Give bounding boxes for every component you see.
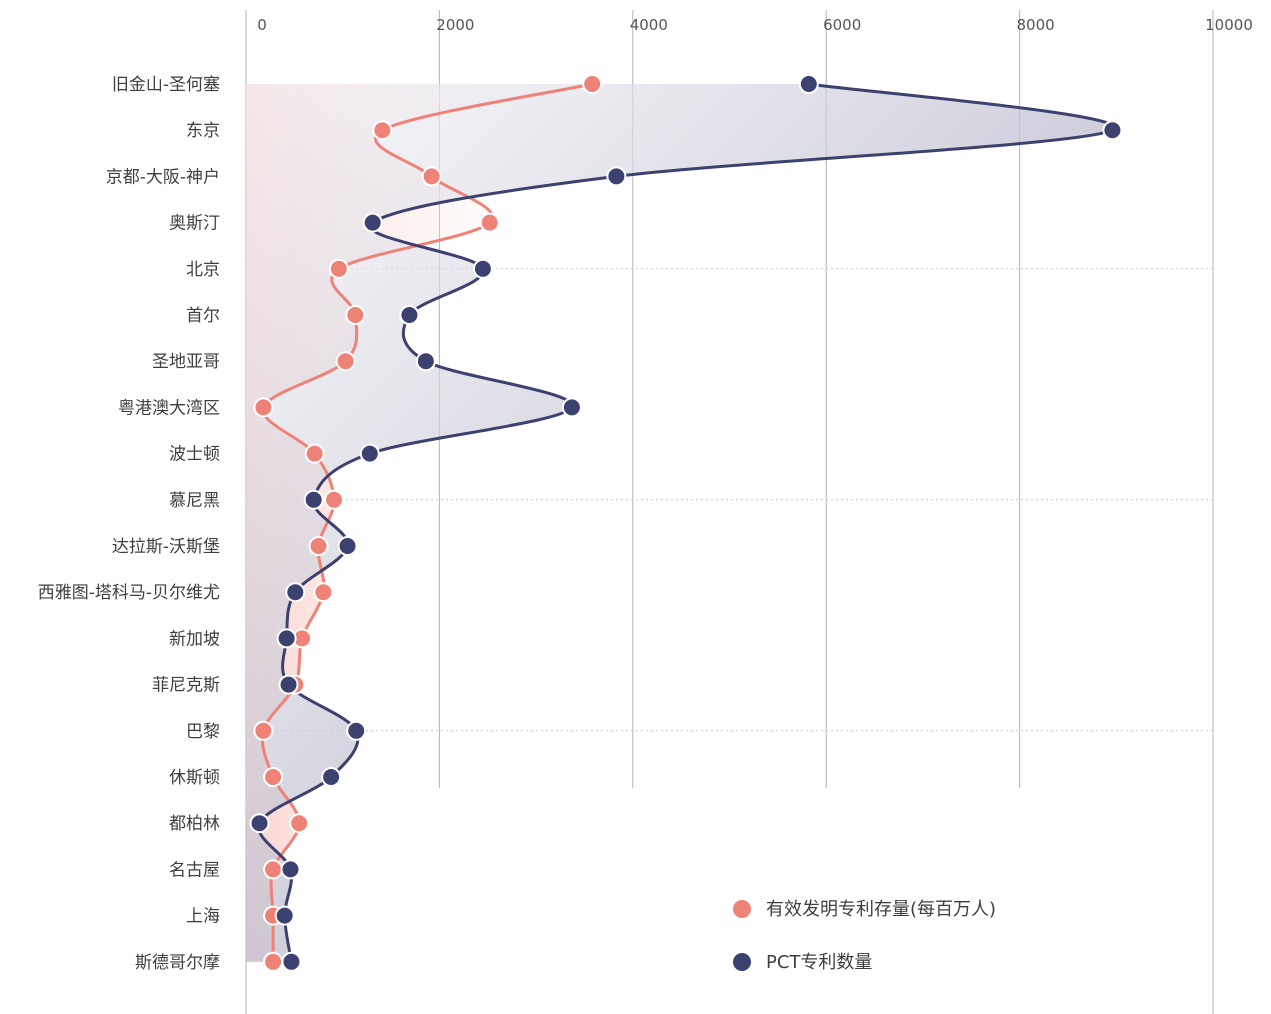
line-series-2 <box>257 82 1117 963</box>
point-series-2 <box>362 212 383 233</box>
legend-marker-2 <box>733 953 751 971</box>
point-series-2 <box>278 674 299 695</box>
point-series-2 <box>415 351 436 372</box>
point-series-2 <box>274 905 295 926</box>
legend-label-1: 有效发明专利存量(每百万人) <box>766 899 996 920</box>
category-label: 西雅图-塔科马-贝尔维尤 <box>38 583 220 603</box>
category-label: 休斯顿 <box>169 768 220 788</box>
category-label: 北京 <box>186 260 220 280</box>
point-series-1 <box>335 351 356 372</box>
point-series-1 <box>253 397 274 418</box>
legend-marker-1 <box>733 900 751 918</box>
category-label: 名古屋 <box>169 860 220 880</box>
category-label: 斯德哥尔摩 <box>135 953 220 973</box>
point-series-2 <box>249 813 270 834</box>
point-series-1 <box>263 951 284 972</box>
legend: 有效发明专利存量(每百万人) PCT专利数量 <box>733 899 996 973</box>
category-label: 京都-大阪-神户 <box>106 167 220 187</box>
point-series-2 <box>798 74 819 94</box>
x-tick-label: 10000 <box>1205 16 1253 34</box>
category-label: 达拉斯-沃斯堡 <box>112 537 220 557</box>
point-series-2 <box>346 720 367 741</box>
point-series-1 <box>421 166 442 187</box>
category-label: 上海 <box>186 907 220 927</box>
point-series-1 <box>263 859 284 880</box>
category-label: 波士顿 <box>169 445 220 465</box>
point-series-1 <box>323 489 344 510</box>
category-label: 慕尼黑 <box>169 491 220 511</box>
point-series-1 <box>253 720 274 741</box>
point-series-2 <box>399 305 420 325</box>
category-labels: 旧金山-圣何塞东京京都-大阪-神户奥斯汀北京首尔圣地亚哥粤港澳大湾区波士顿慕尼黑… <box>38 75 220 973</box>
point-series-1 <box>304 443 325 464</box>
category-label: 巴黎 <box>186 722 220 742</box>
category-label: 东京 <box>186 121 220 141</box>
point-series-1 <box>289 813 310 834</box>
point-series-2 <box>276 628 297 649</box>
point-series-1 <box>263 767 284 787</box>
category-label: 旧金山-圣何塞 <box>112 75 220 95</box>
point-series-2 <box>337 536 358 556</box>
point-series-1 <box>313 582 334 603</box>
point-series-1 <box>372 120 393 141</box>
x-tick-label: 6000 <box>823 16 861 34</box>
point-series-2 <box>285 582 306 603</box>
point-series-1 <box>582 74 603 94</box>
category-label: 首尔 <box>186 306 220 326</box>
category-label: 粤港澳大湾区 <box>118 398 220 418</box>
point-series-2 <box>280 859 301 880</box>
category-label: 菲尼克斯 <box>152 676 220 696</box>
point-series-2 <box>1102 120 1123 141</box>
category-label: 圣地亚哥 <box>152 352 220 372</box>
point-series-1 <box>328 258 349 279</box>
series-areas <box>246 84 1115 962</box>
point-series-1 <box>308 536 329 556</box>
point-series-2 <box>472 258 493 279</box>
data-points <box>249 74 1123 972</box>
legend-label-2: PCT专利数量 <box>766 952 872 973</box>
point-series-2 <box>321 767 342 787</box>
category-label: 都柏林 <box>169 814 220 834</box>
area-series-2 <box>246 84 1115 962</box>
point-series-2 <box>359 443 380 464</box>
x-tick-label: 4000 <box>630 16 668 34</box>
x-tick-label: 2000 <box>436 16 474 34</box>
category-label: 奥斯汀 <box>169 214 220 234</box>
series-lines <box>257 82 1117 963</box>
x-tick-label: 8000 <box>1017 16 1055 34</box>
category-label: 新加坡 <box>169 629 220 649</box>
point-series-2 <box>281 951 302 972</box>
point-series-1 <box>345 305 366 325</box>
x-axis-ticks: 0 2000 4000 6000 8000 10000 <box>257 16 1253 34</box>
point-series-2 <box>303 489 324 510</box>
x-tick-label: 0 <box>257 16 267 34</box>
point-series-2 <box>606 166 627 187</box>
point-series-1 <box>479 212 500 233</box>
point-series-2 <box>561 397 582 418</box>
